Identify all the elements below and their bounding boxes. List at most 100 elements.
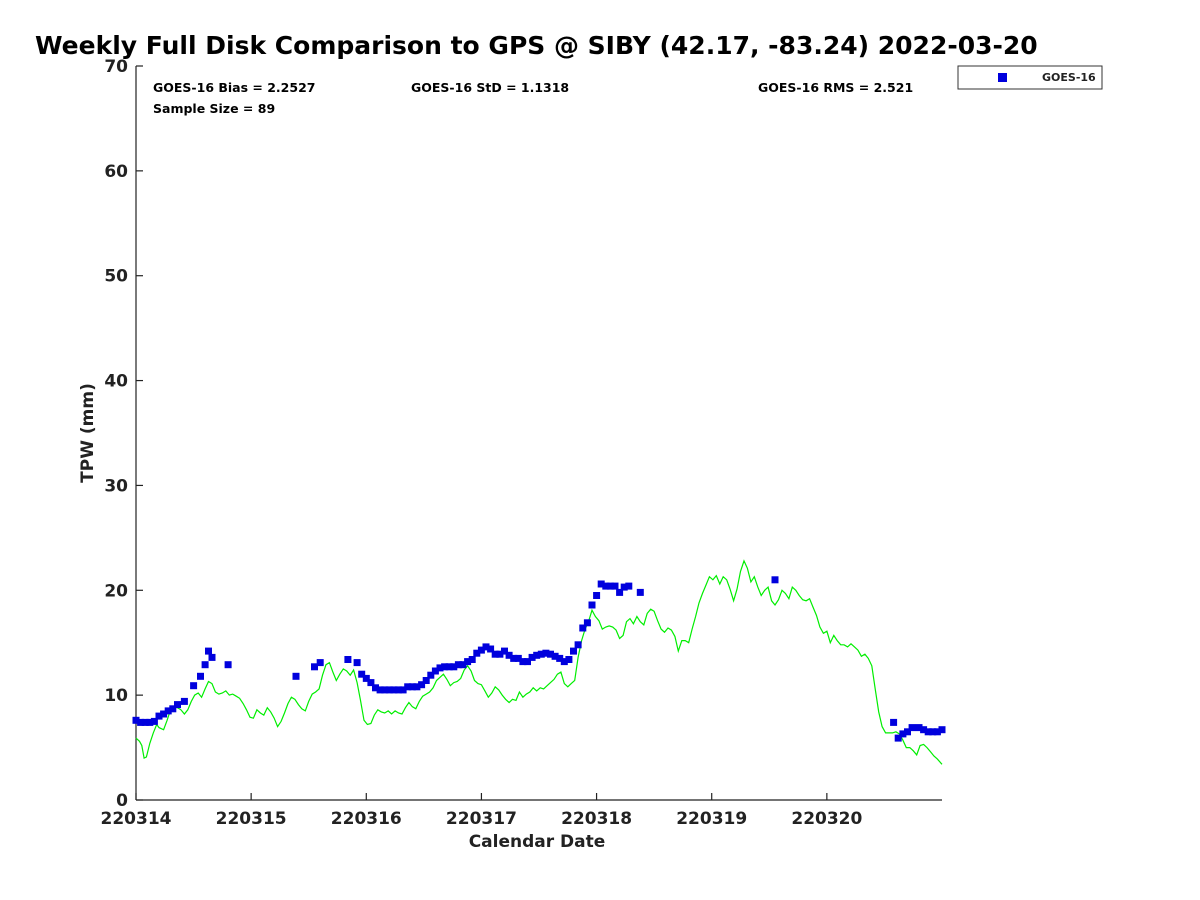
x-tick-label: 220319 <box>676 809 747 829</box>
goes16-point <box>174 701 181 709</box>
goes16-point <box>920 726 928 734</box>
goes16-point <box>169 705 177 713</box>
x-tick-label: 220314 <box>101 809 172 829</box>
y-tick-label: 60 <box>104 162 128 182</box>
goes16-point <box>537 650 545 658</box>
goes16-point <box>588 601 596 609</box>
legend-box <box>957 65 1103 90</box>
goes16-point <box>160 710 168 718</box>
goes16-point <box>137 718 145 726</box>
goes16-point <box>501 647 508 655</box>
goes16-point <box>547 650 554 658</box>
goes16-point <box>929 728 937 736</box>
goes16-point <box>938 726 946 734</box>
series-layer <box>132 559 946 765</box>
x-tick-label: 220317 <box>446 809 517 829</box>
goes16-point <box>372 684 379 692</box>
goes16-point <box>496 650 504 658</box>
goes16-point <box>150 717 158 725</box>
y-axis-ticks: 0 10 20 30 40 50 60 70 <box>104 57 143 811</box>
goes16-point <box>636 588 644 596</box>
goes16-point <box>316 659 324 667</box>
goes16-point <box>620 583 628 591</box>
goes16-point <box>551 652 559 660</box>
goes16-point <box>431 667 439 675</box>
goes16-point <box>477 646 485 654</box>
goes16-point <box>344 656 352 663</box>
y-tick-label: 10 <box>104 686 128 706</box>
goes16-point <box>593 592 601 599</box>
goes16-point <box>413 683 421 691</box>
goes16-point <box>570 647 577 655</box>
chart-title: Weekly Full Disk Comparison to GPS @ SIB… <box>35 31 1038 60</box>
goes16-point <box>560 658 568 666</box>
goes16-point <box>390 686 398 694</box>
goes16-point <box>583 619 591 627</box>
goes16-point <box>904 728 911 736</box>
goes16-point <box>616 588 624 596</box>
goes16-point <box>445 663 453 671</box>
goes16-point <box>436 664 444 672</box>
goes16-point <box>395 686 402 694</box>
x-axis-title: Calendar Date <box>469 832 606 852</box>
stat-sample-size: Sample Size = 89 <box>153 101 275 116</box>
goes16-point <box>473 649 481 657</box>
goes16-point <box>542 649 550 657</box>
goes16-point <box>224 661 232 669</box>
goes16-point <box>208 653 216 661</box>
goes16-point <box>376 686 384 694</box>
goes16-point <box>625 582 633 590</box>
stat-std: GOES-16 StD = 1.1318 <box>411 80 569 95</box>
y-tick-label: 40 <box>104 372 128 392</box>
goes16-point <box>362 674 370 682</box>
goes16-point <box>890 718 898 726</box>
goes16-point <box>579 624 587 632</box>
goes16-point <box>399 686 407 694</box>
goes16-point <box>441 663 449 671</box>
goes16-point <box>180 697 188 705</box>
goes16-point <box>197 672 204 680</box>
y-tick-label: 20 <box>104 581 128 601</box>
goes16-point <box>358 670 366 678</box>
goes16-point <box>132 716 140 724</box>
goes16-point <box>385 686 393 694</box>
goes16-point <box>491 650 499 658</box>
goes16-point <box>422 677 430 684</box>
goes16-point <box>611 582 619 590</box>
goes16-point <box>574 641 582 649</box>
x-tick-label: 220318 <box>561 809 632 829</box>
goes16-point <box>141 718 149 726</box>
goes16-point <box>418 681 426 689</box>
x-tick-label: 220315 <box>216 809 287 829</box>
goes16-point <box>510 654 518 662</box>
goes16-point <box>353 659 361 667</box>
goes16-point <box>146 718 154 726</box>
goes16-point <box>155 712 163 720</box>
stat-rms: GOES-16 RMS = 2.521 <box>758 80 913 95</box>
goes16-point <box>454 661 462 669</box>
goes16-point <box>565 656 573 663</box>
goes16-point <box>528 653 536 661</box>
y-tick-label: 70 <box>104 57 128 77</box>
x-axis-ticks: 220314 220315 220316 220317 220318 220319 2203… <box>101 793 863 829</box>
goes16-point <box>311 663 318 671</box>
legend: GOES-16 <box>957 65 1103 90</box>
goes16-point <box>464 658 472 666</box>
goes16-point <box>597 580 605 588</box>
goes16-point <box>487 645 495 653</box>
goes16-point <box>292 672 300 680</box>
legend-label-goes16: GOES-16 <box>1042 71 1096 84</box>
goes16-point <box>556 654 564 662</box>
stat-bias: GOES-16 Bias = 2.2527 <box>153 80 315 95</box>
y-tick-label: 30 <box>104 476 128 496</box>
goes16-point <box>606 582 614 590</box>
goes16-point <box>899 730 907 738</box>
goes16-point <box>602 582 610 590</box>
goes16-point <box>924 728 932 736</box>
goes16-point <box>427 671 435 679</box>
goes16-point <box>933 728 941 736</box>
goes16-point <box>468 656 476 663</box>
goes16-point <box>381 686 389 694</box>
